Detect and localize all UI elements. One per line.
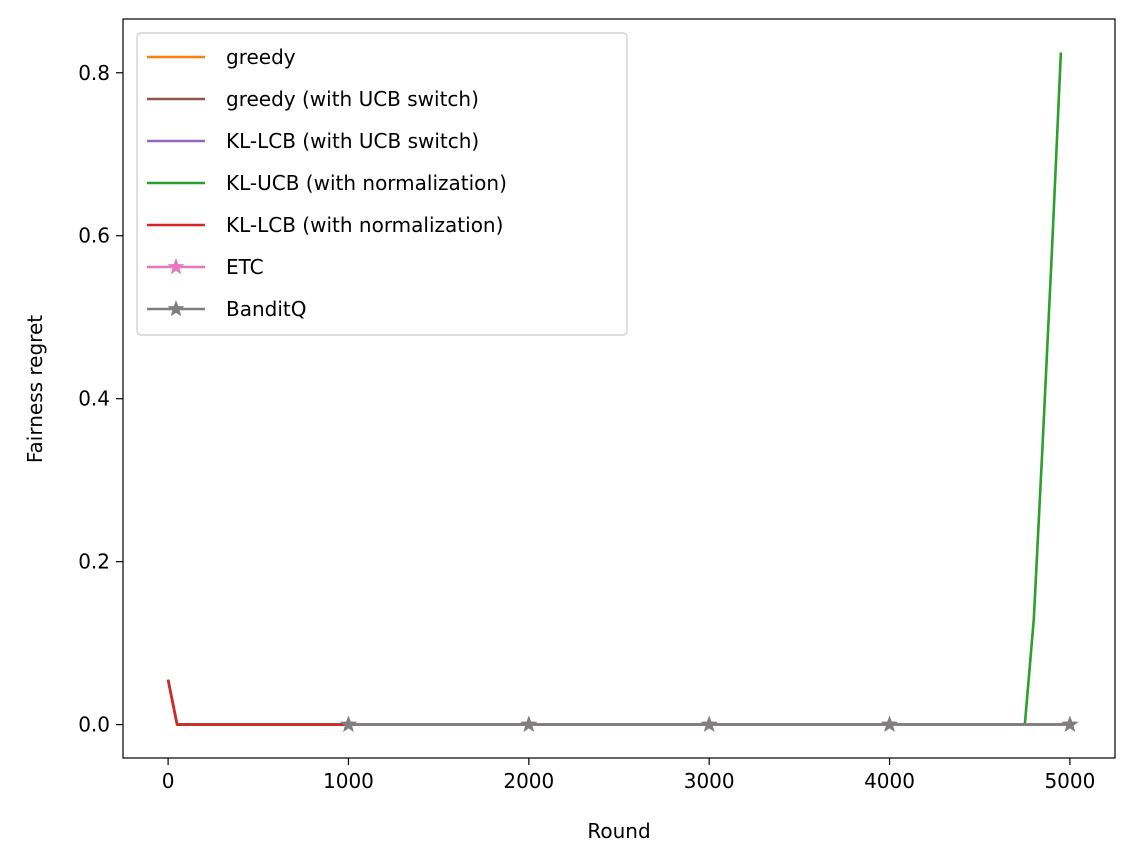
series-marker-banditq — [520, 715, 538, 732]
x-tick-label: 3000 — [684, 769, 735, 793]
plot-frame — [122, 18, 1116, 759]
x-tick-label: 2000 — [503, 769, 554, 793]
x-axis-label: Round — [587, 819, 650, 843]
legend-label-kl-ucb-with-normalization: KL-UCB (with normalization) — [226, 171, 507, 195]
legend-label-greedy-with-ucb-switch: greedy (with UCB switch) — [226, 87, 479, 111]
x-tick-label: 5000 — [1044, 769, 1095, 793]
y-tick-label: 0.6 — [78, 224, 110, 248]
series-marker-banditq — [1061, 715, 1079, 732]
legend-box — [136, 32, 628, 336]
legend: greedy greedy (with UCB switch) KL-LCB (wi… — [136, 32, 628, 336]
x-tick-label: 0 — [162, 769, 175, 793]
series-line-kl-lcb-with-normalization — [166, 679, 349, 726]
y-tick-label: 0.4 — [78, 387, 110, 411]
y-tick-label: 0.8 — [78, 61, 110, 85]
legend-label-banditq: BanditQ — [226, 297, 307, 321]
legend-label-greedy: greedy — [226, 45, 296, 69]
series-marker-banditq — [881, 715, 899, 732]
legend-label-kl-lcb-with-normalization: KL-LCB (with normalization) — [226, 213, 503, 237]
y-tick-label: 0.0 — [78, 713, 110, 737]
y-axis-label: Fairness regret — [23, 315, 47, 463]
legend-marker-banditq — [167, 300, 185, 317]
x-tick-label: 4000 — [864, 769, 915, 793]
legend-label-kl-lcb-with-ucb-switch: KL-LCB (with UCB switch) — [226, 129, 479, 153]
legend-label-etc: ETC — [226, 255, 264, 279]
series-marker-banditq — [339, 715, 357, 732]
x-tick-label: 1000 — [323, 769, 374, 793]
series-marker-banditq — [700, 715, 718, 732]
y-tick-label: 0.2 — [78, 550, 110, 574]
legend-marker-etc — [167, 258, 185, 275]
